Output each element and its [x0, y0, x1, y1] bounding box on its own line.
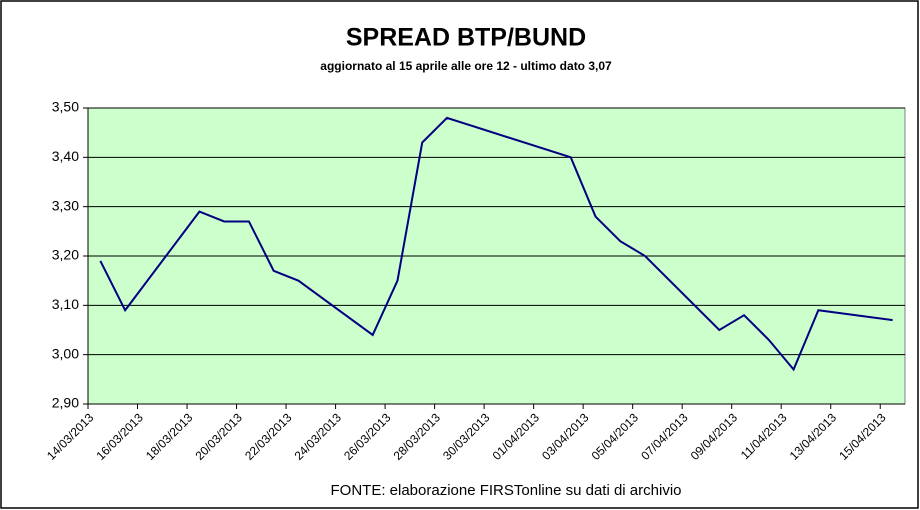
y-tick-label: 3,20 — [52, 247, 79, 263]
chart-subtitle: aggiornato al 15 aprile alle ore 12 - ul… — [320, 59, 612, 73]
y-tick-label: 2,90 — [52, 395, 79, 411]
chart-title: SPREAD BTP/BUND — [346, 24, 586, 52]
y-tick-label: 3,30 — [52, 197, 79, 213]
y-tick-label: 3,50 — [52, 99, 79, 115]
source-note: FONTE: elaborazione FIRSTonline su dati … — [331, 482, 682, 499]
y-tick-label: 3,10 — [52, 296, 79, 312]
data-line — [99, 116, 893, 372]
y-tick-label: 3,00 — [52, 345, 79, 361]
y-tick-label: 3,40 — [52, 148, 79, 164]
